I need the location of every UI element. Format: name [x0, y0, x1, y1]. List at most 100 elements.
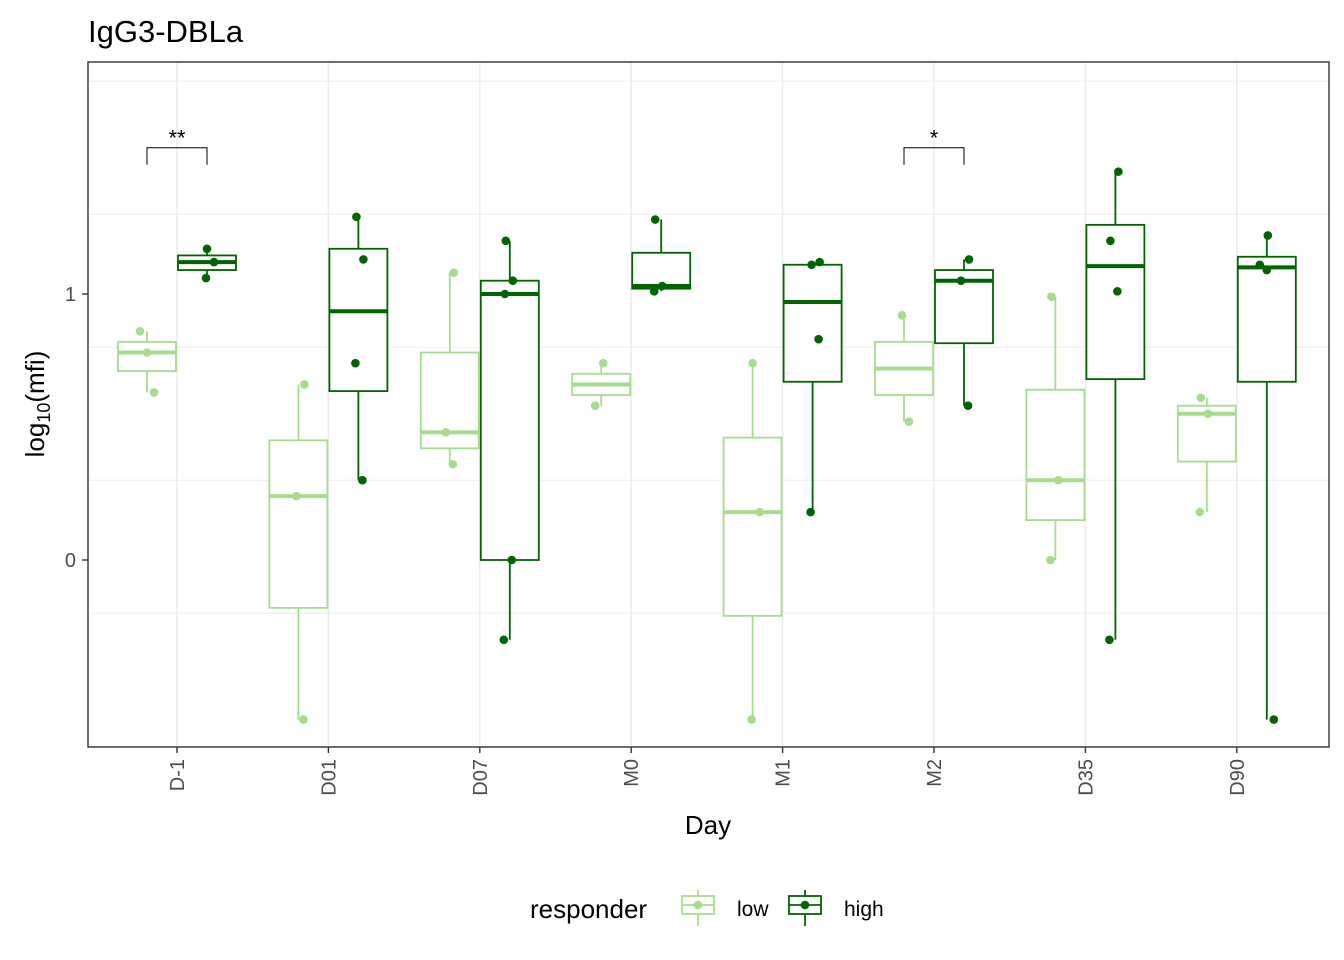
point-layer	[135, 167, 1279, 724]
data-point-low	[755, 507, 764, 517]
data-point-high	[650, 215, 660, 224]
data-point-high	[202, 244, 212, 254]
chart-title: IgG3-DBLa	[88, 14, 244, 49]
data-point-high	[964, 255, 974, 264]
data-point-low	[1046, 555, 1055, 565]
data-point-high	[201, 273, 211, 283]
data-point-high	[1255, 260, 1265, 270]
data-point-low	[292, 491, 301, 501]
x-tick-label: M1	[773, 759, 795, 787]
data-point-high	[1113, 287, 1122, 296]
x-axis-label: Day	[685, 810, 731, 840]
legend-key-low	[681, 890, 715, 926]
panel-border	[87, 61, 1330, 748]
box-low-D01	[268, 384, 329, 720]
significance-label: *	[930, 126, 939, 151]
data-point-high	[351, 358, 360, 368]
significance-label: **	[168, 126, 186, 151]
y-axis-label-base: log	[20, 423, 50, 458]
box-high-M1	[782, 262, 843, 513]
legend-title: responder	[530, 894, 647, 924]
y-axis: 01	[65, 284, 88, 572]
data-point-high	[1114, 167, 1123, 176]
box-iqr	[1025, 388, 1086, 522]
data-point-low	[135, 326, 145, 336]
data-point-low	[142, 348, 152, 357]
y-tick-label: 1	[65, 284, 76, 306]
data-point-low	[897, 310, 907, 320]
plot-panel: ** *	[87, 61, 1330, 748]
data-point-high	[814, 334, 823, 344]
data-point-high	[815, 257, 824, 267]
data-point-high	[508, 276, 518, 286]
data-point-high	[1262, 265, 1272, 275]
data-point-high	[209, 257, 219, 267]
x-tick-label: D90	[1227, 759, 1249, 796]
data-point-low	[1047, 292, 1056, 301]
legend-items: low high	[681, 890, 884, 926]
data-point-high	[963, 401, 973, 411]
data-point-low	[904, 417, 914, 426]
legend-key-point	[800, 900, 810, 910]
data-point-low	[1195, 507, 1205, 517]
data-point-low	[1196, 393, 1206, 403]
box-iqr	[328, 247, 389, 392]
box-iqr	[268, 439, 329, 609]
data-point-high	[500, 289, 510, 299]
box-iqr	[1085, 223, 1146, 381]
x-tick-label: D-1	[167, 759, 189, 791]
data-point-low	[1203, 409, 1213, 419]
data-point-high	[657, 281, 667, 291]
data-point-low	[441, 428, 451, 437]
data-point-high	[956, 276, 966, 286]
y-tick-label: 0	[65, 550, 76, 572]
annotation-layer: ** *	[146, 126, 965, 165]
significance-bracket	[146, 147, 208, 165]
box-layer	[117, 171, 1297, 720]
data-point-high	[649, 287, 659, 296]
box-high-D07	[479, 240, 540, 640]
data-point-high	[507, 555, 517, 565]
data-point-high	[352, 212, 361, 222]
box-low-M1	[722, 363, 783, 720]
box-iqr	[1236, 255, 1297, 383]
significance-bracket	[903, 147, 965, 165]
data-point-low	[299, 715, 308, 724]
data-point-low	[300, 380, 309, 389]
box-high-D90	[1236, 235, 1297, 720]
y-axis-label-argument: (mfi)	[20, 351, 50, 403]
x-axis: D-1 D01 D07 M0 M1 M2 D35 D90	[167, 747, 1249, 796]
data-point-low	[449, 268, 459, 278]
data-point-high	[1263, 231, 1273, 240]
data-point-high	[1269, 715, 1279, 724]
legend-label-low: low	[737, 898, 769, 921]
box-iqr	[782, 263, 843, 383]
legend: responder low high	[530, 890, 884, 926]
data-point-low	[748, 358, 757, 368]
x-tick-label: D01	[318, 759, 340, 796]
box-high-D35	[1085, 171, 1146, 640]
x-tick-label: M2	[924, 759, 946, 787]
data-point-high	[1106, 236, 1115, 246]
legend-key-point	[693, 900, 703, 910]
x-tick-label: M0	[621, 759, 643, 787]
box-low-D35	[1025, 296, 1086, 560]
data-point-low	[149, 388, 159, 397]
data-point-high	[806, 507, 815, 517]
box-iqr	[479, 279, 540, 561]
data-point-high	[1105, 635, 1114, 645]
panel-background	[88, 62, 1329, 747]
data-point-high	[358, 475, 367, 485]
data-point-low	[598, 358, 608, 368]
box-low-M2	[874, 315, 934, 422]
data-point-low	[590, 401, 600, 411]
y-axis-label: log10(mfi)	[20, 351, 54, 458]
data-point-high	[499, 635, 509, 645]
legend-key-high	[788, 890, 822, 926]
data-point-low	[747, 715, 756, 724]
y-axis-label-subscript: 10	[34, 403, 54, 423]
legend-label-high: high	[844, 898, 884, 921]
data-point-high	[807, 260, 816, 270]
box-iqr	[722, 436, 783, 617]
